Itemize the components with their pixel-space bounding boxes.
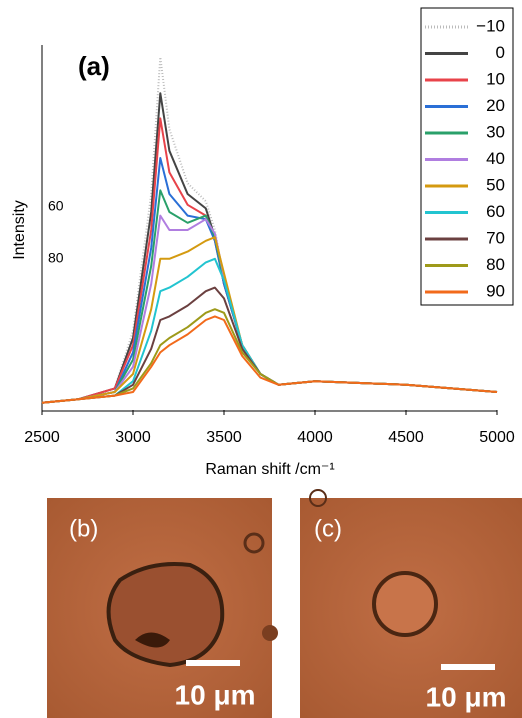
image-label: (c): [314, 515, 342, 542]
legend-label: 10: [486, 69, 505, 88]
legend-label: 40: [486, 149, 505, 168]
axis-annotation: 60: [48, 198, 64, 214]
x-tick-label: 3500: [206, 429, 242, 446]
crystal: [106, 562, 225, 668]
droplet: [262, 625, 278, 641]
legend-label: −10: [476, 16, 505, 35]
image-label: (b): [69, 515, 98, 542]
legend-label: 0: [496, 43, 505, 62]
legend-label: 90: [486, 281, 505, 300]
droplet: [309, 489, 327, 507]
crystal-shadow: [135, 632, 170, 648]
x-axis-title: Raman shift /cm⁻¹: [205, 461, 334, 478]
x-tick-label: 4000: [297, 429, 333, 446]
legend-label: 80: [486, 255, 505, 274]
legend-label: 20: [486, 96, 505, 115]
series-line: [41, 315, 498, 404]
axis-annotation: 80: [48, 250, 64, 266]
x-tick-label: 3000: [115, 429, 151, 446]
x-tick-label: 2500: [24, 429, 60, 446]
legend-label: 70: [486, 228, 505, 247]
x-tick-label: 4500: [388, 429, 424, 446]
photo-c: (c) 10 μm: [300, 489, 522, 718]
x-tick-label: 5000: [479, 429, 515, 446]
series-line: [41, 56, 498, 404]
scale-label: 10 μm: [175, 679, 256, 710]
scale-label: 10 μm: [426, 681, 507, 712]
panel-label: (a): [78, 51, 110, 81]
scale-bar: [186, 660, 240, 666]
legend-label: 60: [486, 202, 505, 221]
photo-b: (b) 10 μm: [47, 498, 278, 718]
droplet: [372, 571, 438, 637]
y-axis-title: Intensity: [11, 200, 28, 260]
legend-label: 30: [486, 122, 505, 141]
scale-bar: [441, 664, 495, 670]
legend-box: [420, 7, 514, 306]
legend-label: 50: [486, 175, 505, 194]
droplet: [243, 532, 265, 554]
